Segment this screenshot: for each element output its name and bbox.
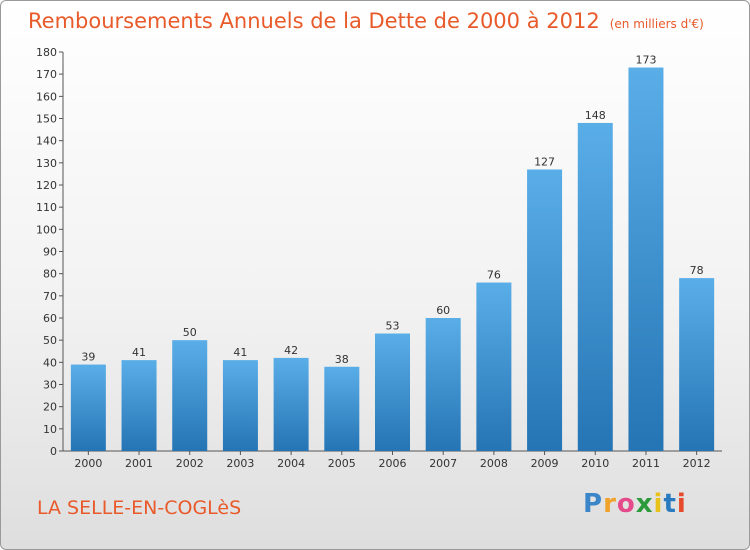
- bar-value-label: 60: [436, 304, 450, 317]
- x-tick-label: 2009: [531, 457, 559, 470]
- x-tick-label: 2011: [632, 457, 660, 470]
- bar: [577, 122, 613, 451]
- logo-letter: o: [616, 489, 636, 519]
- x-tick-label: 2012: [683, 457, 711, 470]
- bar: [172, 340, 208, 451]
- proxiti-logo[interactable]: Proxiti: [583, 489, 687, 519]
- x-tick-label: 2002: [176, 457, 204, 470]
- x-tick-label: 2008: [480, 457, 508, 470]
- bar-value-label: 41: [233, 346, 247, 359]
- bar-value-label: 127: [534, 155, 555, 168]
- bar: [425, 318, 461, 451]
- y-tick-label: 60: [43, 312, 57, 325]
- bar-value-label: 41: [132, 346, 146, 359]
- bar: [527, 169, 563, 451]
- bar-value-label: 42: [284, 344, 298, 357]
- y-tick-label: 20: [43, 401, 57, 414]
- commune-name: LA SELLE-EN-COGLèS: [37, 497, 242, 519]
- x-tick-label: 2007: [429, 457, 457, 470]
- y-tick-label: 10: [43, 423, 57, 436]
- bar-value-label: 76: [487, 269, 501, 282]
- y-tick-label: 110: [36, 201, 57, 214]
- bar-value-label: 38: [335, 353, 349, 366]
- x-tick-label: 2003: [226, 457, 254, 470]
- y-tick-label: 0: [50, 445, 57, 458]
- chart-title-text: Remboursements Annuels de la Dette de 20…: [28, 9, 600, 33]
- y-tick-label: 130: [36, 157, 57, 170]
- logo-letter: i: [676, 489, 687, 519]
- bar: [121, 360, 157, 451]
- y-tick-label: 80: [43, 268, 57, 281]
- logo-letter: i: [653, 489, 664, 519]
- x-tick-label: 2001: [125, 457, 153, 470]
- bar-value-label: 173: [635, 54, 656, 67]
- y-tick-label: 180: [36, 46, 57, 59]
- y-tick-label: 100: [36, 223, 57, 236]
- bar: [70, 364, 106, 451]
- y-tick-label: 150: [36, 113, 57, 126]
- y-tick-label: 30: [43, 379, 57, 392]
- x-tick-label: 2006: [379, 457, 407, 470]
- bar: [375, 333, 410, 451]
- y-tick-label: 170: [36, 68, 57, 81]
- bar: [476, 282, 512, 451]
- bar-value-label: 53: [386, 320, 400, 333]
- bar: [324, 366, 360, 451]
- logo-letter: r: [603, 489, 617, 519]
- x-tick-label: 2005: [328, 457, 356, 470]
- bar-value-label: 39: [81, 351, 95, 364]
- logo-letter: P: [583, 489, 604, 519]
- bar-value-label: 78: [690, 264, 704, 277]
- logo-letter: t: [663, 489, 677, 519]
- x-tick-label: 2004: [277, 457, 305, 470]
- bar-value-label: 148: [585, 109, 606, 122]
- bar: [222, 360, 258, 451]
- bar-value-label: 50: [183, 326, 197, 339]
- bar: [273, 357, 309, 451]
- x-tick-label: 2010: [581, 457, 609, 470]
- y-tick-label: 120: [36, 179, 57, 192]
- chart-unit: (en milliers d'€): [609, 17, 704, 31]
- y-tick-label: 160: [36, 90, 57, 103]
- y-tick-label: 140: [36, 135, 57, 148]
- y-tick-label: 40: [43, 356, 57, 369]
- y-tick-label: 50: [43, 334, 57, 347]
- x-tick-label: 2000: [74, 457, 102, 470]
- chart-title: Remboursements Annuels de la Dette de 20…: [28, 9, 704, 33]
- bar: [679, 278, 715, 451]
- bar: [628, 67, 664, 452]
- y-tick-label: 90: [43, 246, 57, 259]
- y-tick-label: 70: [43, 290, 57, 303]
- logo-letter: x: [635, 489, 654, 519]
